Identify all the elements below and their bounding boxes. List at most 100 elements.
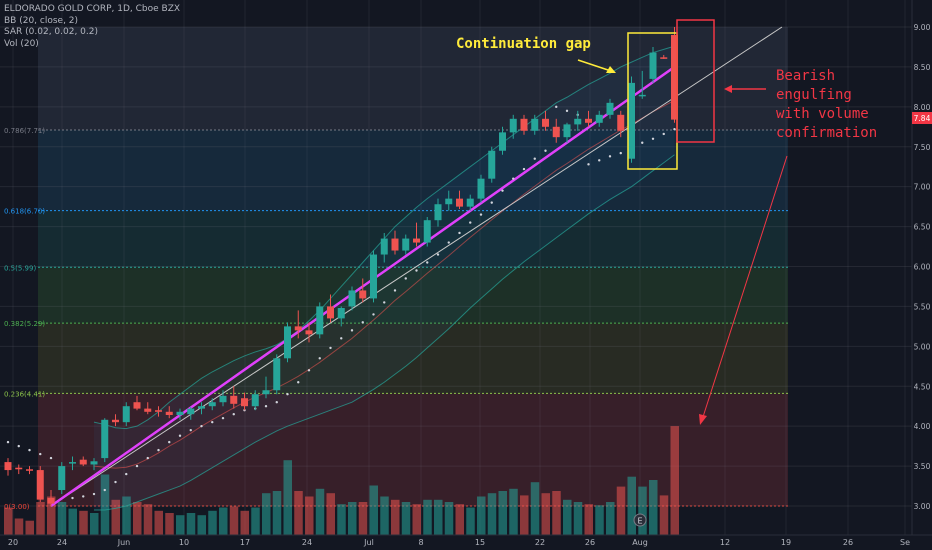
candle-body [284,326,291,359]
sar-dot [307,369,311,372]
engulf-label-4: confirmation [776,125,877,141]
sar-dot [286,393,289,396]
volume-bar [649,480,658,535]
engulf-arrow-head [724,85,732,93]
volume-bar [477,496,486,535]
price-badge-text: 7.84 [914,114,931,123]
candle-body [391,238,399,251]
volume-bar [595,505,604,535]
time-axis: 20 24 Jun 10 17 24 Jul 8 15 22 26 Aug 12 19 26 Se [0,534,932,550]
volume-bar [25,520,34,535]
price-tick-label: 3.00 [914,502,931,511]
sar-dot [318,357,321,360]
fib-level-label: 0.786(7.71) [4,127,45,135]
price-badge-box [912,112,932,124]
bollinger-basis [93,100,675,469]
volume-bar [197,515,206,535]
sar-dot [82,495,85,498]
volume-bar [4,507,13,535]
candle-body [208,402,216,407]
fib-band [38,129,788,211]
sar-dot [103,488,106,492]
candle-body [187,408,195,415]
volume-bar [466,507,475,535]
legend-vol: Vol (20) [4,38,39,49]
sar-dot [598,159,601,162]
volume-bar [240,510,249,535]
sar-dot [264,405,268,408]
price-tick-label: 5.50 [914,302,931,311]
fib-band [38,323,788,394]
sar-dot [458,231,461,235]
candle-body [165,411,173,415]
sar-dot [641,141,644,144]
price-tick-label: 4.00 [914,422,931,431]
volume-bar [272,491,282,535]
volume-bar [154,510,163,535]
channel-line [50,26,783,507]
candle-body [499,132,506,151]
candle-body [606,102,614,115]
candle-body [36,470,44,500]
volume-bar [670,426,679,535]
volume-bar [315,488,325,535]
candle-body [90,461,98,465]
price-tick-label: 7.00 [914,183,931,192]
volume-bar [176,515,185,535]
volume-bar [111,499,120,535]
fib-band [38,267,788,324]
candle-body [230,395,238,404]
sar-dot [436,253,440,256]
sar-dot [522,167,526,171]
price-tick-label: 6.50 [914,223,931,232]
sar-dot [39,452,42,456]
sar-dot [6,440,10,444]
sar-dot [544,149,547,152]
volume-bar [133,502,142,535]
price-tick-label: 4.50 [914,382,931,391]
volume-arrow [701,155,788,421]
candle-body [402,238,410,251]
volume-bar [36,502,45,535]
volume-bar [638,486,647,535]
sar-dot [479,213,483,216]
engulf-label-1: Bearish [776,68,835,84]
sar-dot [178,434,182,437]
continuation-gap-label: Continuation gap [456,36,591,52]
volume-bar [358,502,368,535]
sar-dot [350,329,354,332]
volume-bar [90,513,99,535]
sar-dot [501,189,504,192]
volume-bar [294,491,303,535]
time-tick-label: Jul [363,538,374,547]
candle-body [79,459,87,465]
sar-dot [168,440,171,444]
volume-bar [391,499,400,535]
price-tick-label: 5.00 [914,342,931,351]
time-tick-label: 24 [302,538,312,547]
candle-body [563,124,571,138]
earnings-marker[interactable] [633,513,647,527]
sar-dot [490,201,493,204]
legend-sar: SAR (0.02, 0.02, 0.2) [4,27,99,37]
fib-level-label: 0.382(5.29) [4,320,45,328]
sar-dot [28,448,31,452]
time-tick-label: 20 [8,538,18,547]
candle-body [316,306,324,335]
last-price-badge: 7.84 [912,112,932,124]
volume-bar [563,499,572,535]
volume-bars [4,426,679,535]
candle-body [380,238,388,255]
time-tick-label: 26 [585,538,595,547]
candle-body [370,254,377,299]
candle-body [671,34,678,120]
time-axis-bg [0,535,932,550]
fib-level-label: 0.236(4.41) [4,390,45,398]
sar-dot [587,163,590,166]
sar-dot [619,151,622,155]
candle-body [649,52,657,79]
candle-body [520,118,528,131]
volume-bar [326,493,335,535]
candle-body [241,398,248,407]
sar-dot [232,412,235,416]
